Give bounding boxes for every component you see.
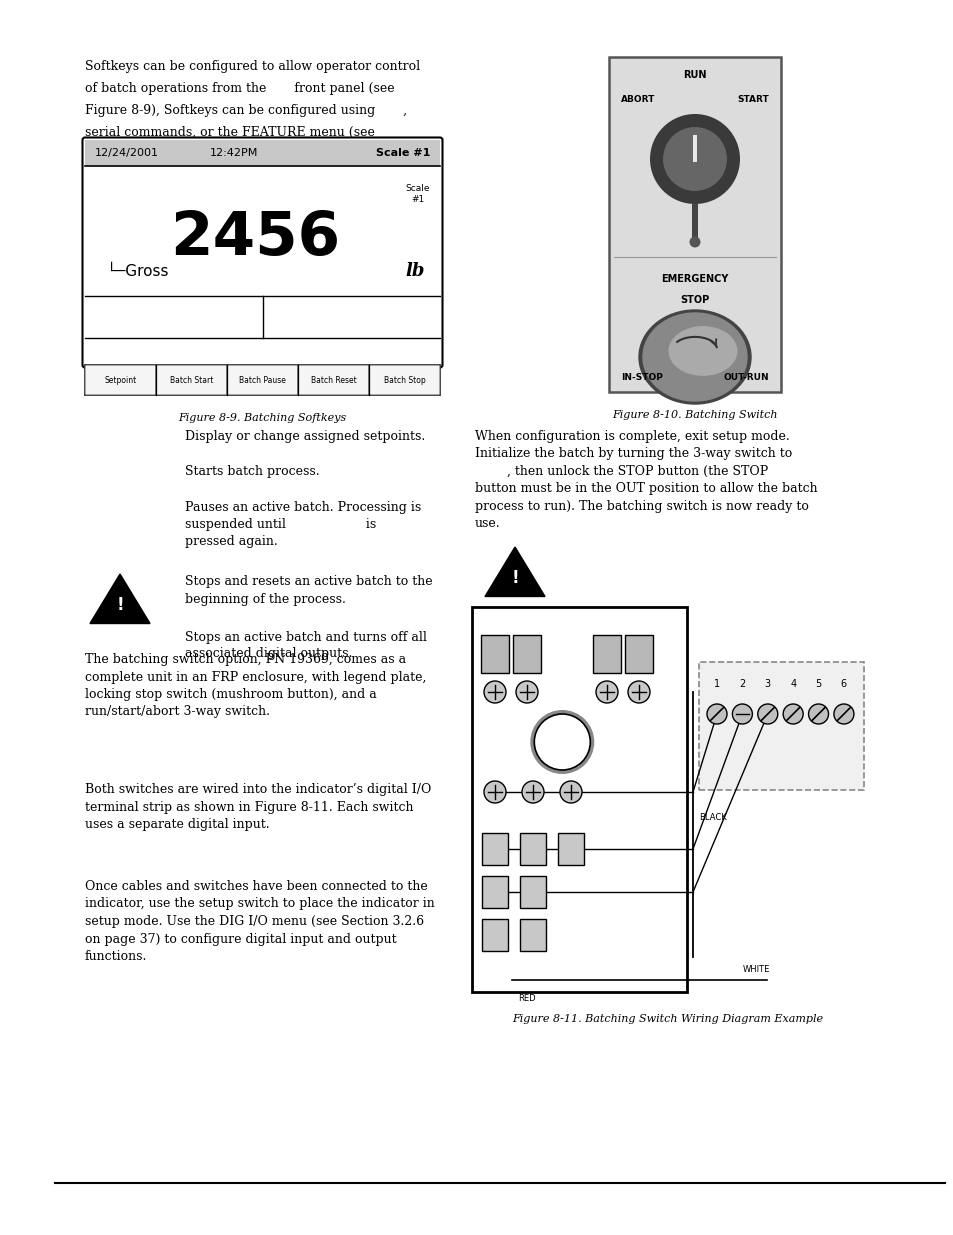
Bar — [513, 635, 540, 673]
Text: WHITE: WHITE — [742, 966, 770, 974]
Text: Batch Reset: Batch Reset — [311, 375, 356, 384]
Bar — [85, 140, 439, 165]
Bar — [624, 635, 652, 673]
Text: Figure 8-9. Batching Softkeys: Figure 8-9. Batching Softkeys — [178, 412, 346, 424]
Circle shape — [757, 704, 777, 724]
Bar — [481, 832, 507, 864]
Text: serial commands, or the FEATURE menu (see: serial commands, or the FEATURE menu (se… — [85, 126, 375, 140]
Text: 3: 3 — [764, 679, 770, 689]
Text: 5: 5 — [815, 679, 821, 689]
Circle shape — [483, 781, 505, 803]
Text: Batch Pause: Batch Pause — [239, 375, 286, 384]
Circle shape — [530, 710, 594, 774]
Circle shape — [782, 704, 802, 724]
Text: START: START — [737, 95, 768, 104]
Bar — [519, 832, 545, 864]
Bar — [480, 635, 509, 673]
FancyBboxPatch shape — [82, 137, 442, 368]
Bar — [85, 366, 439, 395]
Text: Figure 8-10. Batching Switch: Figure 8-10. Batching Switch — [612, 410, 777, 420]
Text: RUN: RUN — [682, 70, 706, 80]
Text: 4: 4 — [789, 679, 796, 689]
Text: Both switches are wired into the indicator’s digital I/O
terminal strip as shown: Both switches are wired into the indicat… — [85, 783, 431, 831]
Text: 2: 2 — [739, 679, 744, 689]
Text: 12:42PM: 12:42PM — [210, 148, 258, 158]
Text: !: ! — [511, 569, 518, 587]
Text: 12/24/2001: 12/24/2001 — [95, 148, 159, 158]
Text: Batch Stop: Batch Stop — [383, 375, 425, 384]
Text: Batch Start: Batch Start — [170, 375, 213, 384]
Ellipse shape — [668, 327, 736, 375]
Bar — [608, 57, 781, 391]
Text: Stops and resets an active batch to the
beginning of the process.: Stops and resets an active batch to the … — [185, 576, 432, 605]
Ellipse shape — [642, 312, 746, 401]
Text: Softkeys can be configured to allow operator control: Softkeys can be configured to allow oper… — [85, 61, 419, 73]
Text: Scale
#1: Scale #1 — [405, 184, 430, 204]
Text: BLACK: BLACK — [699, 813, 726, 821]
Text: !: ! — [116, 597, 124, 614]
Bar — [481, 876, 507, 908]
Text: EMERGENCY: EMERGENCY — [660, 274, 728, 284]
Bar — [519, 876, 545, 908]
Text: Figure 8-11. Batching Switch Wiring Diagram Example: Figure 8-11. Batching Switch Wiring Diag… — [512, 1014, 822, 1024]
Circle shape — [483, 680, 505, 703]
Circle shape — [534, 714, 590, 769]
FancyBboxPatch shape — [156, 366, 227, 395]
Bar — [691, 204, 698, 242]
Text: IN-STOP: IN-STOP — [620, 373, 662, 383]
Circle shape — [706, 704, 726, 724]
Text: Display or change assigned setpoints.: Display or change assigned setpoints. — [185, 430, 425, 443]
Text: 1: 1 — [713, 679, 720, 689]
Circle shape — [516, 680, 537, 703]
FancyBboxPatch shape — [227, 366, 297, 395]
Bar — [472, 606, 686, 992]
Text: OUT-RUN: OUT-RUN — [722, 373, 768, 383]
Text: When configuration is complete, exit setup mode.
Initialize the batch by turning: When configuration is complete, exit set… — [475, 430, 817, 531]
Text: Scale #1: Scale #1 — [375, 148, 430, 158]
Circle shape — [596, 680, 618, 703]
Circle shape — [559, 781, 581, 803]
Circle shape — [662, 127, 726, 191]
Bar — [692, 135, 697, 162]
Circle shape — [689, 236, 700, 247]
Text: RED: RED — [517, 994, 536, 1003]
Text: └─Gross: └─Gross — [107, 263, 169, 279]
Circle shape — [521, 781, 543, 803]
Text: of batch operations from the       front panel (see: of batch operations from the front panel… — [85, 82, 395, 95]
FancyBboxPatch shape — [85, 366, 156, 395]
Text: Starts batch process.: Starts batch process. — [185, 466, 319, 478]
Text: 6: 6 — [840, 679, 846, 689]
Text: The batching switch option, PN 19369, comes as a
complete unit in an FRP enclosu: The batching switch option, PN 19369, co… — [85, 653, 426, 719]
Circle shape — [732, 704, 752, 724]
Polygon shape — [484, 547, 544, 597]
Text: lb: lb — [405, 262, 424, 280]
Bar — [699, 662, 863, 790]
Text: 2456: 2456 — [171, 209, 340, 268]
Bar — [519, 919, 545, 951]
Text: Section 3.2.3 on page 32).: Section 3.2.3 on page 32). — [85, 148, 251, 161]
Ellipse shape — [639, 310, 750, 404]
Polygon shape — [90, 574, 150, 624]
Circle shape — [627, 680, 649, 703]
Text: Pauses an active batch. Processing is
suspended until                    is
pres: Pauses an active batch. Processing is su… — [185, 501, 421, 548]
FancyBboxPatch shape — [369, 366, 439, 395]
Circle shape — [808, 704, 827, 724]
FancyBboxPatch shape — [297, 366, 369, 395]
Circle shape — [649, 114, 740, 204]
Bar — [558, 832, 583, 864]
Bar — [481, 919, 507, 951]
Text: STOP: STOP — [679, 295, 709, 305]
Circle shape — [833, 704, 853, 724]
Text: Stops an active batch and turns off all
associated digital outputs.: Stops an active batch and turns off all … — [185, 631, 426, 661]
Text: Once cables and switches have been connected to the
indicator, use the setup swi: Once cables and switches have been conne… — [85, 881, 435, 963]
Text: ABORT: ABORT — [620, 95, 655, 104]
Text: Figure 8-9), Softkeys can be configured using       ,: Figure 8-9), Softkeys can be configured … — [85, 104, 407, 117]
Bar — [593, 635, 620, 673]
Text: Setpoint: Setpoint — [104, 375, 136, 384]
